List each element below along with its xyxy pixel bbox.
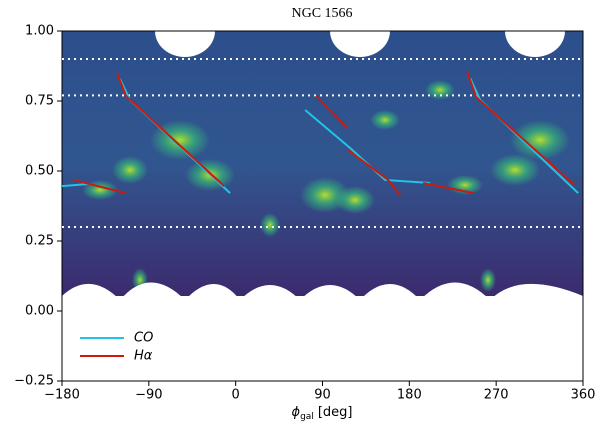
y-tick-label: 0.50 [25, 164, 54, 179]
x-axis-label: ϕgal [deg] [292, 405, 353, 422]
chart-title: NGC 1566 [291, 6, 352, 21]
x-tick-label: 90 [314, 388, 331, 403]
x-label-symbol: ϕ [292, 405, 301, 420]
y-tick-label: 0.75 [25, 94, 54, 109]
x-tick-label: 360 [571, 388, 596, 403]
y-tick-label: 1.00 [25, 24, 54, 39]
x-label-unit: [deg] [318, 405, 353, 420]
heatmap [62, 31, 583, 320]
x-label-subscript: gal [300, 412, 314, 422]
x-tick-label: 270 [484, 388, 509, 403]
x-tick-label: 180 [397, 388, 422, 403]
x-tick-label: 0 [232, 388, 240, 403]
y-tick-label: −0.25 [14, 374, 54, 389]
y-tick-label: 0.00 [25, 304, 54, 319]
legend-label: CO [134, 331, 153, 346]
x-tick-label: −180 [44, 388, 80, 403]
legend-label: Hα [134, 349, 153, 364]
data-line [72, 71, 575, 196]
x-tick-label: −90 [135, 388, 162, 403]
y-tick-label: 0.25 [25, 234, 54, 249]
